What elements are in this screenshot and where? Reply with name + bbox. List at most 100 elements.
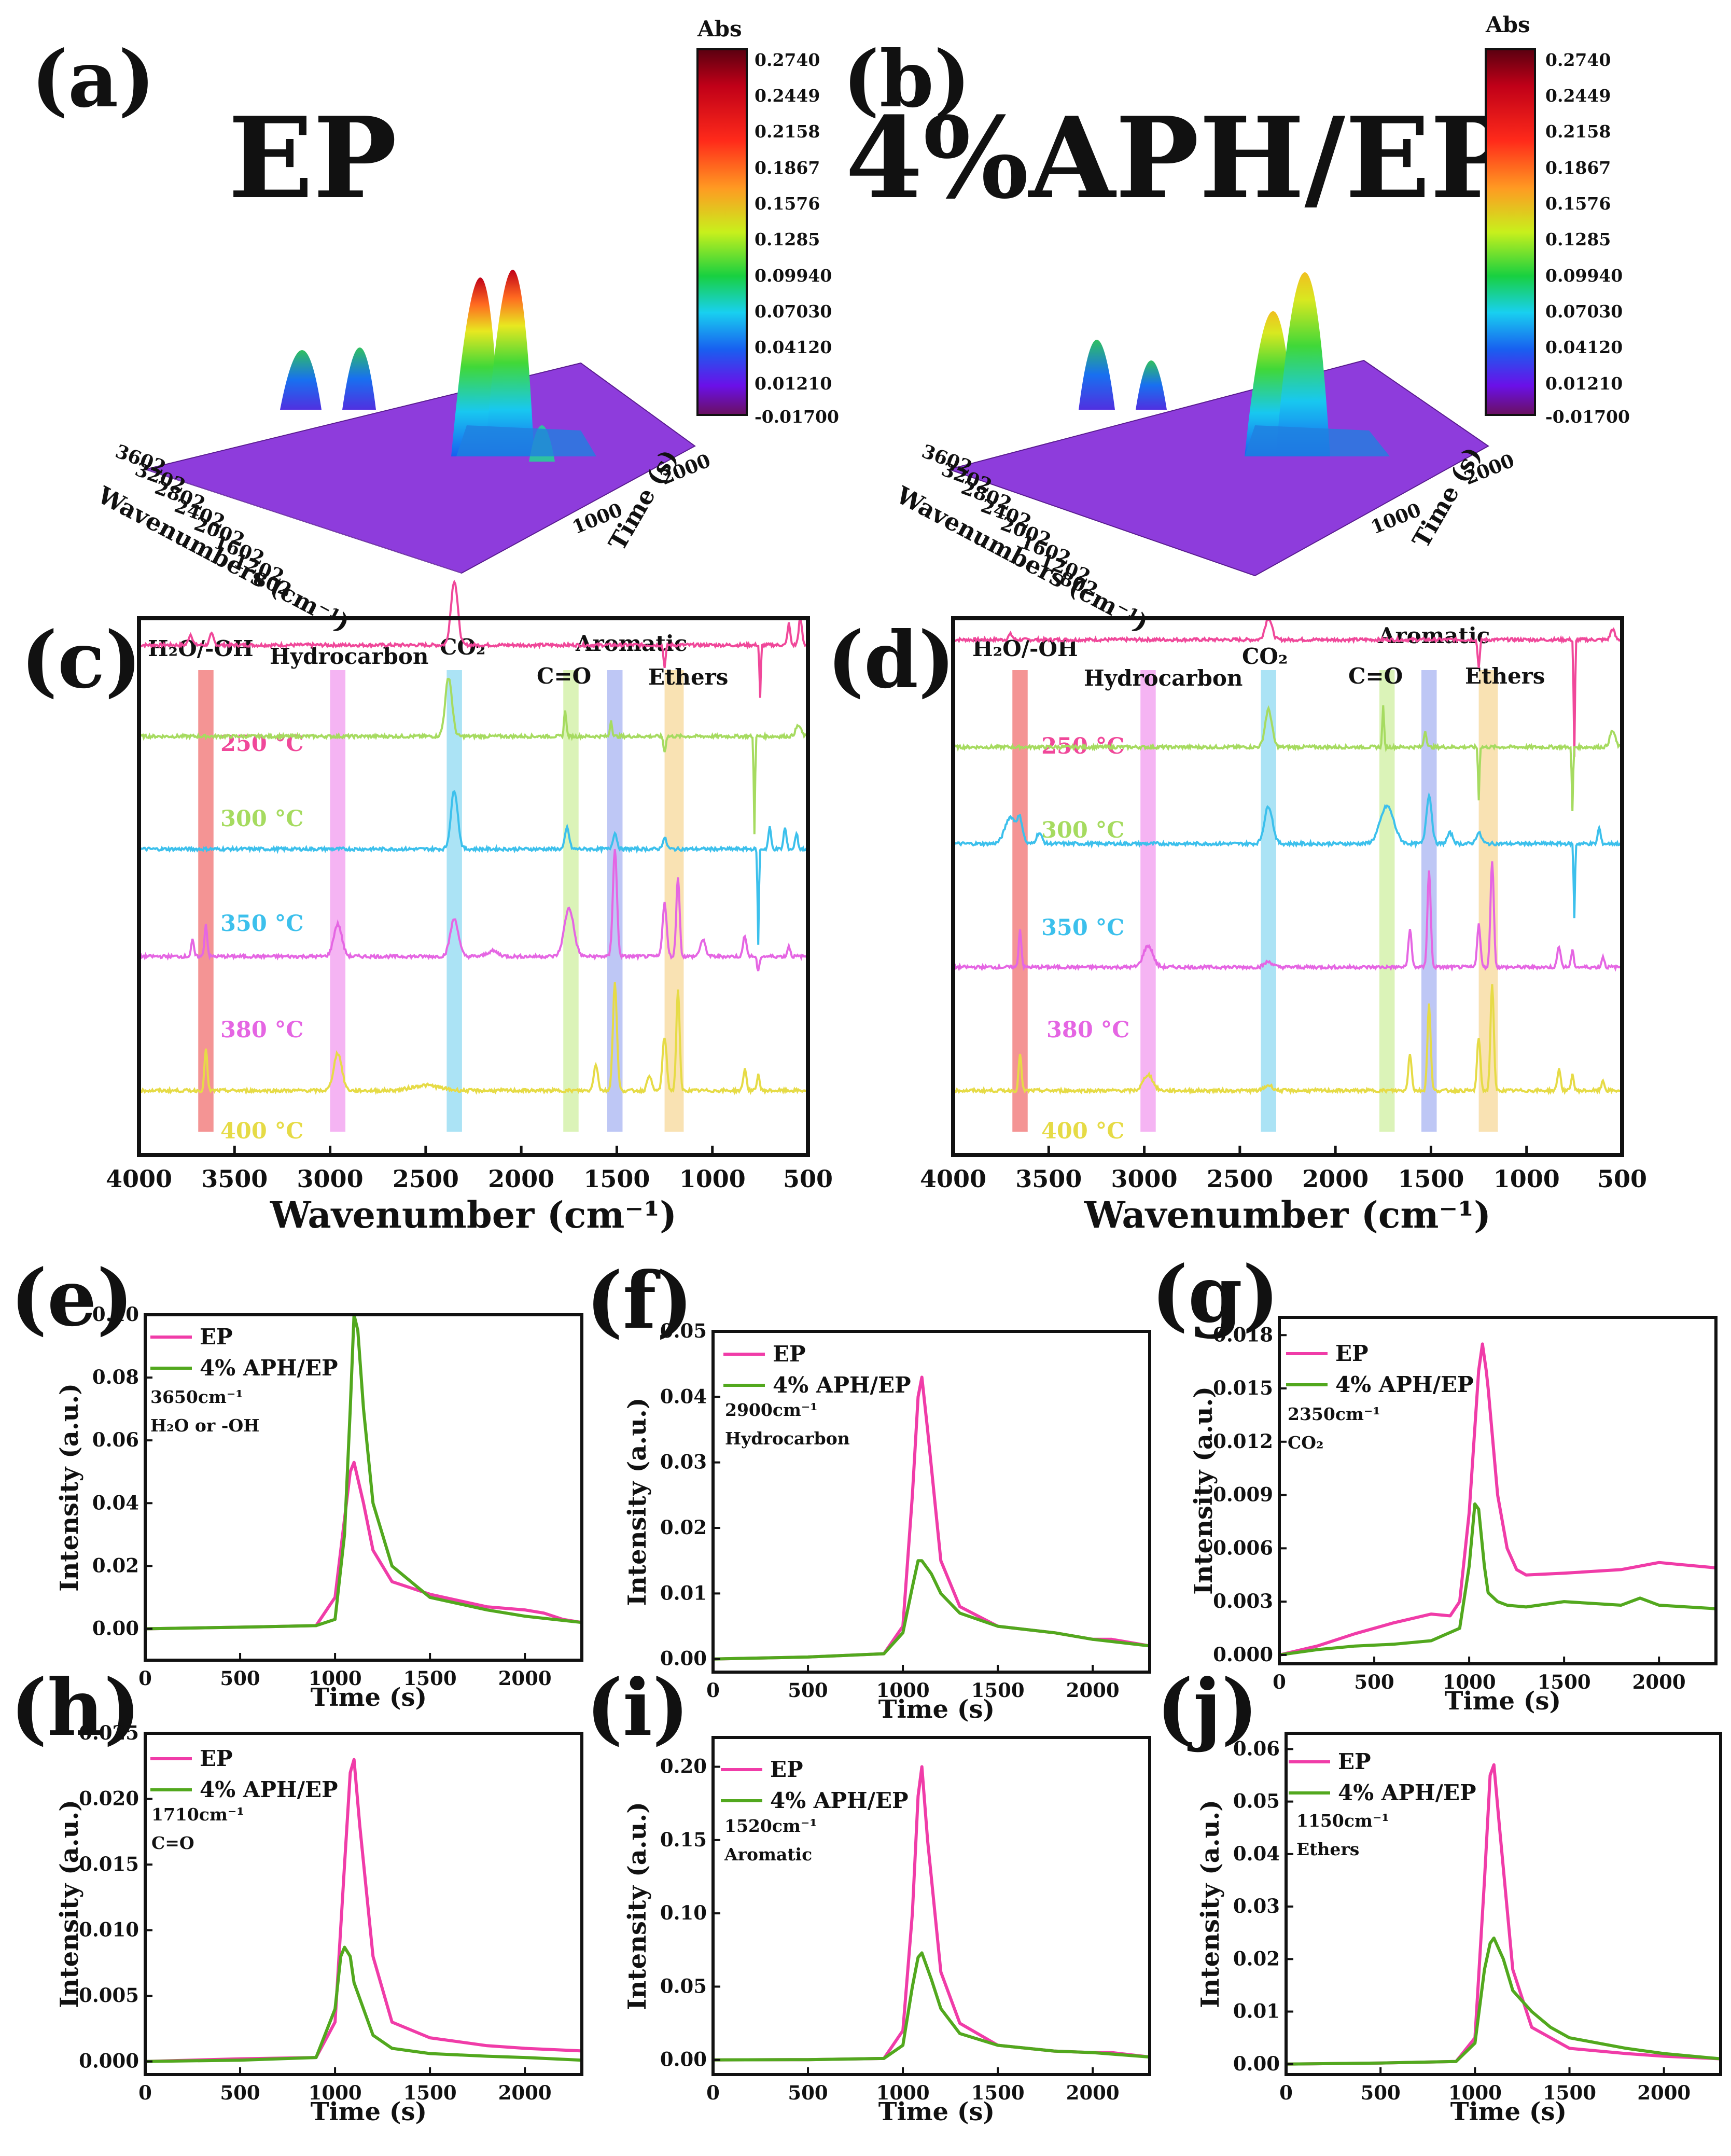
xtick-label: 500	[1597, 1165, 1647, 1193]
chart-h: 0 500 1000 1500 2000 0.000 0.005 0.010 0.015 0.02…	[55, 1721, 583, 2126]
species-note: Ethers	[1296, 1839, 1359, 1859]
xtick-label: 1500	[971, 1679, 1025, 1702]
band-4	[607, 670, 623, 1132]
ytick-label: 0.01	[1233, 2000, 1280, 2023]
ytick-label: 0.10	[92, 1303, 139, 1326]
xtick-label: 500	[1361, 2081, 1401, 2104]
ytick-label: 0.012	[1213, 1430, 1273, 1453]
xtick-label: 2000	[498, 2081, 552, 2104]
colorbar-b-ticks: 0.2740 0.2449 0.2158 0.1867 0.1576 0.128…	[1545, 50, 1630, 427]
ytick-label: 0.03	[1233, 1895, 1280, 1917]
xtick-label: 2000	[488, 1165, 554, 1193]
chart-j: 0 500 1000 1500 2000 0.00 0.01 0.02 0.03 0.04 0.05…	[1196, 1732, 1722, 2126]
frame	[711, 1330, 1151, 1674]
series-ep	[145, 1460, 582, 1631]
svg-text:0.1285: 0.1285	[755, 229, 820, 249]
panel-b-title: 4%APH/EP	[845, 92, 1514, 224]
xtick-label: 500	[220, 1667, 260, 1690]
svg-text:-0.01700: -0.01700	[1545, 407, 1630, 427]
svg-text:0.1576: 0.1576	[1545, 193, 1611, 214]
ytick-label: 0.00	[1233, 2052, 1280, 2075]
temp-label: 400 °C	[220, 1118, 303, 1144]
svg-text:0.04120: 0.04120	[1545, 337, 1623, 357]
ytick-label: 0.06	[92, 1428, 139, 1451]
series-aph-ep	[1279, 1502, 1716, 1657]
series-aph-ep	[145, 1945, 582, 2063]
svg-text:0.07030: 0.07030	[1545, 301, 1623, 322]
species-note: Hydrocarbon	[725, 1428, 850, 1449]
frame	[144, 1732, 583, 2076]
svg-text:0.2158: 0.2158	[1545, 121, 1611, 142]
ytick-label: 0.020	[79, 1787, 139, 1810]
ytick-label: 0.015	[79, 1853, 139, 1875]
svg-text:0.04120: 0.04120	[755, 337, 832, 357]
spectrum-350	[952, 792, 1623, 919]
surface-floor-b	[947, 359, 1489, 577]
species-note: Aromatic	[724, 1844, 812, 1865]
wavenumber-note: 1520cm⁻¹	[724, 1816, 817, 1836]
spectrum-400	[952, 984, 1623, 1095]
temp-label: 400 °C	[1041, 1118, 1124, 1144]
legend-label-aph: 4% APH/EP	[200, 1355, 338, 1381]
panel-f-label: (f)	[586, 1255, 693, 1346]
svg-text:0.1867: 0.1867	[1545, 158, 1611, 178]
legend-label-aph: 4% APH/EP	[1338, 1780, 1476, 1805]
frame	[951, 616, 1624, 1157]
xtick-label: 500	[788, 1679, 828, 1702]
legend-label-ep: EP	[770, 1757, 803, 1782]
ytick-label: 0.02	[1233, 1947, 1280, 1970]
ytick-label: 0.009	[1213, 1483, 1273, 1506]
ytick-label: 0.000	[1213, 1643, 1273, 1666]
spectrum-300	[138, 677, 809, 834]
legend-label-ep: EP	[200, 1324, 233, 1350]
spectrum-380	[953, 861, 1623, 972]
spectrum-380	[138, 849, 808, 971]
peak-a-h2o	[280, 350, 322, 410]
frame	[144, 1313, 583, 1662]
xtick-label: 1000	[876, 2081, 930, 2104]
x-axis-title: Time (s)	[311, 2097, 427, 2126]
svg-text:0.2740: 0.2740	[755, 50, 820, 70]
chart-f: 0 500 1000 1500 2000 0.00 0.01 0.02 0.03 0.04 0.05…	[623, 1319, 1151, 1724]
band-label: CO₂	[1242, 644, 1288, 669]
xtick-label: 0	[138, 2081, 152, 2104]
band-3	[563, 670, 579, 1132]
ytick-label: 0.04	[660, 1385, 707, 1408]
xtick-label: 2000	[1632, 1671, 1686, 1693]
frame	[137, 616, 810, 1157]
ytick-label: 0.03	[660, 1451, 707, 1473]
ytick-label: 0.025	[79, 1721, 139, 1744]
legend-label-ep: EP	[773, 1341, 806, 1367]
ytick-label: 0.05	[660, 1974, 707, 1997]
svg-text:0.09940: 0.09940	[1545, 266, 1623, 286]
chart-i: 0 500 1000 1500 2000 0.00 0.05 0.10 0.15 0.20 Time…	[623, 1736, 1151, 2126]
y-axis-title: Intensity (a.u.)	[623, 1802, 652, 2010]
xtick-label: 3000	[297, 1165, 364, 1193]
ytick-label: 0.08	[92, 1366, 139, 1388]
spectrum-300	[953, 705, 1623, 812]
band-label: Aromatic	[1378, 623, 1490, 648]
xtick-label: 1000	[1443, 1671, 1496, 1693]
spectrum-250	[953, 618, 1623, 757]
peak-b-co2-2	[1276, 272, 1330, 456]
y-axis-title: Intensity (a.u.)	[623, 1398, 652, 1606]
xtick-label: 1500	[971, 2081, 1025, 2104]
svg-text:0.1285: 0.1285	[1545, 229, 1611, 249]
spectrum-400	[138, 982, 809, 1095]
y-axis-title: Intensity (a.u.)	[55, 1800, 84, 2008]
panel-j-label: (j)	[1156, 1662, 1258, 1754]
x-axis-title: Time (s)	[1450, 2097, 1567, 2126]
colorbar-a-ticks: 0.2740 0.2449 0.2158 0.1867 0.1576 0.128…	[755, 50, 839, 427]
frame	[711, 1736, 1151, 2076]
wavenumber-note: 1150cm⁻¹	[1296, 1811, 1389, 1831]
svg-text:0.2449: 0.2449	[1545, 86, 1611, 106]
series-ep	[1279, 1342, 1716, 1657]
xtick-label: 1000	[309, 2081, 362, 2104]
xtick-label: 2000	[1066, 1679, 1120, 1702]
colorbar-b-title: Abs	[1485, 12, 1530, 37]
xtick-label: 500	[783, 1165, 833, 1193]
ytick-label: 0.02	[92, 1554, 139, 1577]
xtick-label: 1000	[309, 1667, 362, 1690]
peak-b-hc	[1136, 360, 1167, 410]
